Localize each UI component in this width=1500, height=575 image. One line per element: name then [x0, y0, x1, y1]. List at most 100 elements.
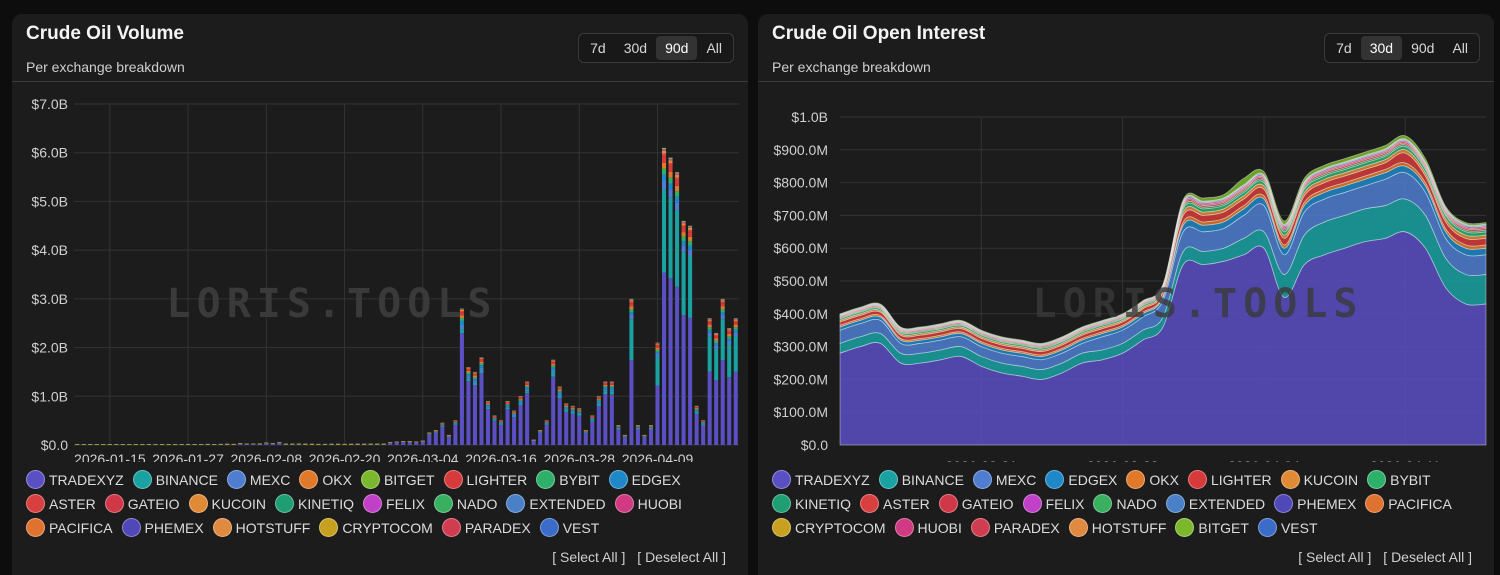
volume-bar[interactable]: [381, 443, 386, 445]
volume-bar[interactable]: [525, 381, 530, 445]
legend-item-edgex[interactable]: EDGEX: [608, 470, 681, 489]
range-button-90d[interactable]: 90d: [656, 36, 698, 60]
legend-item-bybit[interactable]: BYBIT: [1367, 470, 1431, 489]
legend-item-pacifica[interactable]: PACIFICA: [26, 518, 113, 537]
volume-bar[interactable]: [616, 425, 621, 445]
legend-item-aster[interactable]: ASTER: [860, 494, 930, 513]
legend-item-okx[interactable]: OKX: [299, 470, 352, 489]
volume-bar[interactable]: [531, 439, 536, 445]
range-button-7d[interactable]: 7d: [1327, 36, 1361, 60]
volume-bar[interactable]: [479, 357, 484, 445]
volume-bar[interactable]: [94, 444, 99, 445]
volume-bar[interactable]: [179, 444, 184, 445]
volume-bar[interactable]: [114, 444, 119, 445]
volume-bar[interactable]: [264, 442, 269, 445]
legend-item-mexc[interactable]: MEXC: [972, 470, 1036, 489]
volume-bar[interactable]: [329, 443, 334, 445]
volume-bar[interactable]: [205, 443, 210, 445]
volume-bar[interactable]: [153, 444, 158, 445]
volume-bar[interactable]: [720, 298, 725, 445]
legend-item-cryptocom[interactable]: CRYPTOCOM: [319, 518, 433, 537]
volume-bar[interactable]: [362, 443, 367, 445]
volume-bar[interactable]: [159, 444, 165, 445]
deselect-all-button[interactable]: [ Deselect All ]: [1383, 549, 1472, 565]
volume-bar[interactable]: [212, 444, 217, 445]
legend-item-bybit[interactable]: BYBIT: [536, 470, 600, 489]
legend-item-okx[interactable]: OKX: [1126, 470, 1179, 489]
legend-item-mexc[interactable]: MEXC: [226, 470, 290, 489]
range-button-All[interactable]: All: [1443, 36, 1477, 60]
volume-bar[interactable]: [225, 443, 230, 445]
volume-bar[interactable]: [655, 342, 660, 445]
volume-bar[interactable]: [635, 425, 640, 445]
legend-item-tradexyz[interactable]: TRADEXYZ: [772, 470, 870, 489]
legend-item-hotstuff[interactable]: HOTSTUFF: [212, 518, 310, 537]
volume-bar[interactable]: [459, 308, 464, 445]
legend-item-nado[interactable]: NADO: [1093, 494, 1157, 513]
volume-bar[interactable]: [322, 443, 328, 445]
legend-item-phemex[interactable]: PHEMEX: [121, 518, 204, 537]
volume-bar[interactable]: [662, 147, 667, 445]
volume-bar[interactable]: [231, 443, 236, 445]
volume-bar[interactable]: [244, 443, 249, 445]
volume-bar[interactable]: [577, 408, 582, 445]
volume-bar[interactable]: [283, 443, 288, 445]
volume-bar[interactable]: [401, 441, 406, 445]
volume-bar[interactable]: [88, 444, 93, 445]
volume-bar[interactable]: [564, 403, 569, 445]
select-all-button[interactable]: [ Select All ]: [1298, 549, 1372, 565]
volume-bar[interactable]: [186, 444, 191, 445]
volume-bar[interactable]: [120, 444, 125, 445]
volume-bar[interactable]: [133, 444, 138, 445]
legend-item-gateio[interactable]: GATEIO: [938, 494, 1014, 513]
volume-bar[interactable]: [505, 400, 510, 445]
volume-bar[interactable]: [648, 425, 654, 445]
volume-bar[interactable]: [733, 318, 738, 445]
legend-item-lighter[interactable]: LIGHTER: [443, 470, 527, 489]
legend-item-kucoin[interactable]: KUCOIN: [188, 494, 266, 513]
legend-item-paradex[interactable]: PARADEX: [970, 518, 1060, 537]
legend-item-extended[interactable]: EXTENDED: [506, 494, 606, 513]
area-series-bitget[interactable]: [839, 134, 1487, 345]
legend-item-extended[interactable]: EXTENDED: [1165, 494, 1265, 513]
volume-bar[interactable]: [309, 443, 314, 445]
legend-item-phemex[interactable]: PHEMEX: [1274, 494, 1356, 513]
legend-item-bitget[interactable]: BITGET: [360, 470, 435, 489]
volume-bar[interactable]: [420, 440, 425, 445]
volume-bar[interactable]: [499, 420, 504, 445]
range-button-90d[interactable]: 90d: [1402, 36, 1443, 60]
volume-bar[interactable]: [557, 386, 562, 445]
volume-bar[interactable]: [75, 444, 80, 445]
volume-bar[interactable]: [440, 422, 445, 445]
volume-bar[interactable]: [407, 441, 412, 445]
volume-bar[interactable]: [368, 443, 373, 445]
legend-item-binance[interactable]: BINANCE: [878, 470, 964, 489]
volume-bar[interactable]: [583, 430, 588, 445]
volume-bar[interactable]: [714, 332, 719, 445]
volume-bar[interactable]: [701, 420, 706, 445]
volume-bar[interactable]: [251, 443, 256, 445]
volume-bar[interactable]: [453, 420, 458, 445]
range-button-30d[interactable]: 30d: [1360, 36, 1403, 60]
volume-bar[interactable]: [336, 443, 341, 445]
volume-bar[interactable]: [414, 441, 419, 445]
volume-bar[interactable]: [492, 415, 497, 445]
volume-bar[interactable]: [727, 328, 732, 445]
volume-bar[interactable]: [388, 442, 393, 445]
deselect-all-button[interactable]: [ Deselect All ]: [637, 549, 726, 565]
legend-item-huobi[interactable]: HUOBI: [894, 518, 962, 537]
volume-bar[interactable]: [270, 443, 275, 445]
volume-bar[interactable]: [127, 444, 132, 445]
volume-bar[interactable]: [375, 443, 380, 445]
volume-bar[interactable]: [101, 444, 106, 445]
legend-item-kinetiq[interactable]: KINETIQ: [772, 494, 851, 513]
volume-bar[interactable]: [303, 443, 308, 445]
volume-bar[interactable]: [394, 441, 399, 445]
volume-bar[interactable]: [218, 443, 223, 445]
volume-bar[interactable]: [146, 444, 151, 445]
legend-item-edgex[interactable]: EDGEX: [1045, 470, 1117, 489]
volume-bar[interactable]: [622, 434, 627, 445]
volume-bar[interactable]: [668, 157, 673, 445]
volume-bar[interactable]: [707, 318, 712, 445]
volume-bar[interactable]: [518, 396, 523, 445]
